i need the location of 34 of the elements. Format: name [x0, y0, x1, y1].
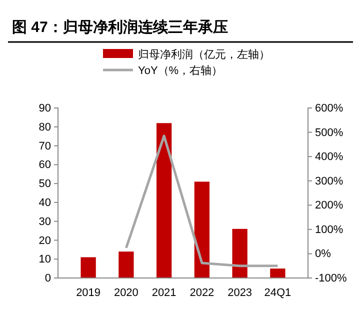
legend-label: YoY（%，右轴）	[138, 64, 223, 77]
bar	[232, 228, 248, 278]
y2-tick-label: 500%	[315, 126, 344, 139]
bar	[270, 268, 286, 278]
y-tick-label: 10	[38, 254, 51, 266]
y-tick-label: 20	[38, 234, 51, 247]
y-tick-label: 0	[44, 272, 51, 285]
x-tick-label: 2020	[114, 286, 138, 299]
y2-tick-label: 100%	[315, 224, 344, 236]
x-tick-label: 2023	[228, 286, 252, 299]
x-tick-label: 24Q1	[264, 286, 292, 299]
x-tick-label: 2019	[76, 286, 101, 299]
y-tick-label: 80	[38, 121, 51, 134]
y-tick-label: 30	[38, 216, 51, 228]
y-tick-label: 90	[38, 102, 51, 115]
bar	[80, 257, 96, 278]
bar	[194, 182, 210, 278]
y2-tick-label: 200%	[315, 200, 344, 212]
legend-label: 归母净利润（亿元，左轴）	[138, 48, 270, 61]
line-series	[124, 134, 279, 268]
y2-tick-label: 400%	[315, 151, 344, 164]
chart-title: 图 47：归母净利润连续三年承压	[12, 18, 228, 36]
y2-tick-label: 300%	[315, 175, 344, 188]
y2-tick-label: -100%	[315, 272, 348, 285]
bar	[156, 123, 172, 278]
y2-tick-label: 600%	[315, 102, 344, 115]
y-tick-label: 70	[38, 140, 51, 152]
x-tick-label: 2022	[190, 286, 214, 299]
y-tick-label: 50	[38, 178, 51, 190]
x-tick-label: 2021	[152, 286, 176, 299]
y-tick-label: 40	[38, 196, 51, 209]
y-tick-label: 60	[38, 159, 51, 172]
bar	[118, 252, 134, 278]
y2-tick-label: 0%	[315, 248, 332, 260]
